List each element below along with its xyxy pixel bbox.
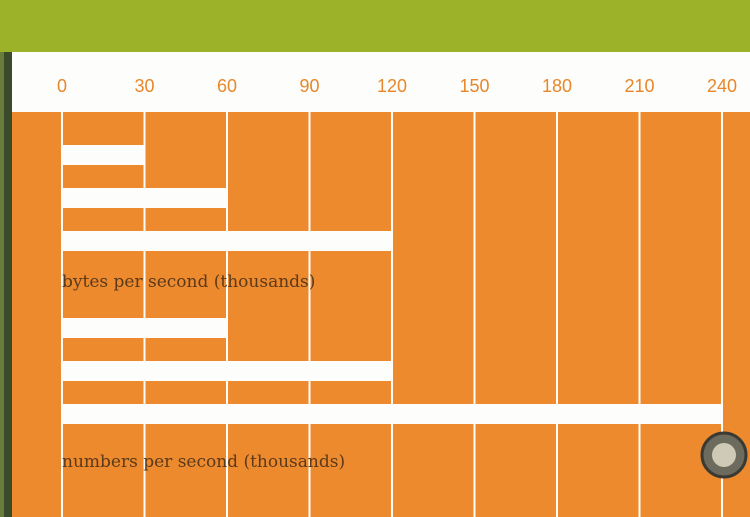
bar-1-3	[62, 231, 392, 251]
page-title: — — — — — — — — — — —	[60, 0, 277, 7]
bar-1-1	[62, 145, 145, 165]
header-band: — — — — — — — — — — —	[0, 0, 750, 52]
x-tick-label-240: 240	[707, 76, 737, 96]
x-tick-label-180: 180	[542, 76, 572, 96]
x-tick-label-210: 210	[624, 76, 654, 96]
x-tick-label-120: 120	[377, 76, 407, 96]
group-label-2: numbers per second (thousands)	[62, 452, 345, 472]
bar-2-3	[62, 404, 722, 424]
bar-2-1	[62, 318, 227, 338]
left-edge-strip	[0, 52, 12, 517]
x-tick-label-150: 150	[459, 76, 489, 96]
x-tick-label-90: 90	[299, 76, 319, 96]
bar-2-2	[62, 361, 392, 381]
group-label-1: bytes per second (thousands)	[62, 272, 315, 292]
x-tick-label-0: 0	[57, 76, 67, 96]
bar-1-2	[62, 188, 227, 208]
x-tick-label-30: 30	[134, 76, 154, 96]
axis-band	[0, 52, 750, 112]
dial-icon-center	[712, 443, 736, 467]
x-tick-label-60: 60	[217, 76, 237, 96]
